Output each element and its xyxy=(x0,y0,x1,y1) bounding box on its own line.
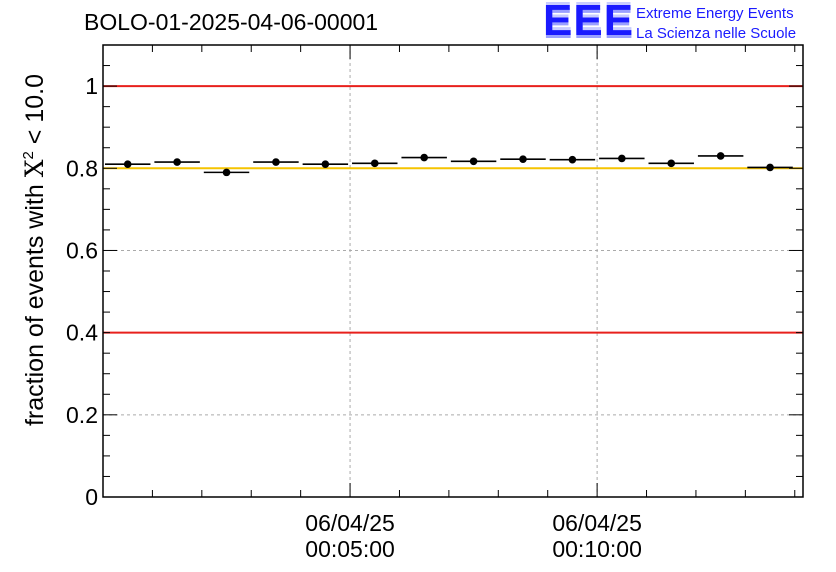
x-tick-label-date: 06/04/25 xyxy=(552,510,642,536)
x-tick-label-date: 06/04/25 xyxy=(305,510,395,536)
data-point xyxy=(519,155,527,164)
chart-title: BOLO-01-2025-04-06-00001 xyxy=(84,9,379,35)
y-tick-label: 0 xyxy=(85,484,98,510)
logo-line-1: Extreme Energy Events xyxy=(636,5,794,22)
data-point xyxy=(370,159,379,168)
data-point xyxy=(618,154,626,163)
data-point xyxy=(123,160,132,168)
plot-frame xyxy=(102,44,804,498)
y-tick-label: 0.8 xyxy=(66,155,98,181)
data-point xyxy=(420,153,428,162)
data-point xyxy=(222,168,231,177)
x-tick-label-time: 00:05:00 xyxy=(305,536,395,562)
eee-logo-mark: EEE xyxy=(543,0,635,45)
data-point xyxy=(173,158,181,166)
y-axis-label: fraction of events with X2 < 10.0 xyxy=(20,74,49,426)
data-point xyxy=(667,159,676,168)
data-point xyxy=(272,158,280,166)
y-tick-label: 1 xyxy=(85,73,98,99)
y-tick-label: 0.6 xyxy=(66,237,98,263)
y-tick-label: 0.2 xyxy=(66,402,98,428)
data-point xyxy=(766,163,774,172)
data-point xyxy=(321,160,330,168)
data-point xyxy=(716,152,725,160)
logo-line-2: La Scienza nelle Scuole xyxy=(636,25,797,42)
data-point xyxy=(568,155,577,164)
x-tick-label-time: 00:10:00 xyxy=(552,536,642,562)
data-point xyxy=(469,157,478,166)
y-tick-label: 0.4 xyxy=(66,320,98,346)
